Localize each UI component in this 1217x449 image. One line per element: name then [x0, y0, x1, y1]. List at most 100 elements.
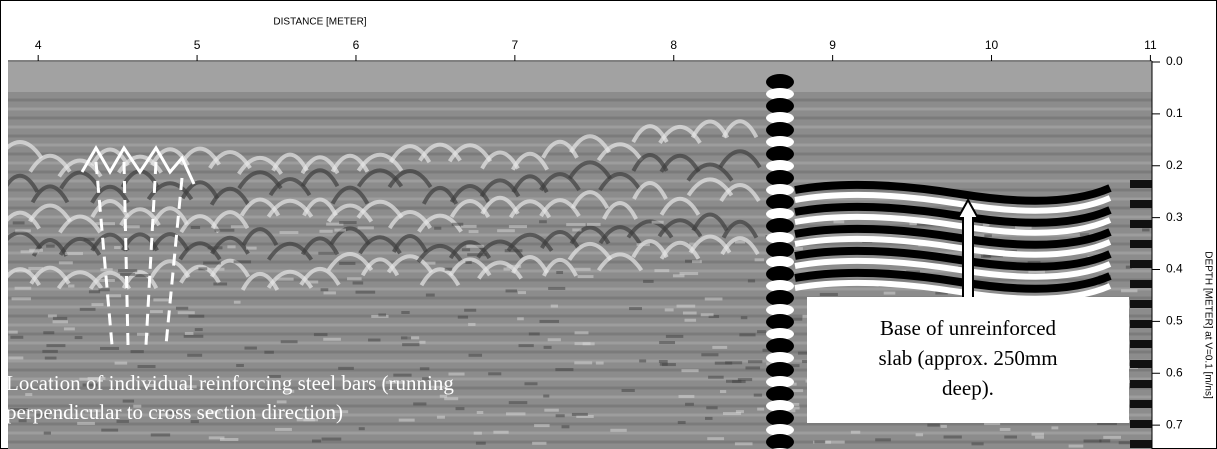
texture-speck — [574, 331, 589, 335]
texture-speck — [214, 228, 235, 232]
texture-speck — [175, 306, 189, 310]
texture-speck — [358, 427, 365, 431]
texture-speck — [1035, 435, 1044, 439]
y-tick-label: 0.3 — [1166, 210, 1183, 224]
texture-edge — [1130, 240, 1152, 248]
texture-arc — [8, 230, 43, 250]
y-tick-label: 0.7 — [1166, 417, 1183, 431]
texture-speck — [52, 316, 68, 320]
texture-speck — [233, 260, 252, 264]
texture-speck — [651, 220, 664, 224]
texture-speck — [517, 317, 524, 321]
texture-speck — [574, 267, 591, 271]
texture-speck — [468, 322, 476, 326]
texture-speck — [684, 318, 697, 322]
texture-speck — [1068, 444, 1084, 448]
texture-arc — [449, 184, 491, 204]
texture-speck — [10, 335, 24, 339]
texture-arc — [300, 168, 340, 188]
texture-speck — [643, 279, 654, 283]
texture-arc — [271, 152, 309, 172]
texture-arc — [721, 219, 759, 239]
texture-speck — [740, 316, 748, 320]
texture-speck — [205, 267, 225, 271]
texture-reflector — [766, 194, 794, 210]
x-tick-label: 6 — [353, 38, 360, 52]
texture-speck — [334, 228, 346, 232]
texture-speck — [561, 425, 570, 429]
texture-speck — [467, 253, 487, 257]
texture-slab — [794, 213, 1112, 236]
texture-speck — [194, 328, 203, 332]
texture-speck — [190, 226, 201, 230]
texture-speck — [332, 410, 349, 414]
texture-speck — [114, 361, 128, 365]
texture-speck — [303, 418, 319, 422]
texture-speck — [42, 349, 58, 353]
texture-arc — [626, 219, 674, 239]
texture-arc — [567, 242, 613, 261]
texture-arc — [299, 266, 341, 286]
texture-speck — [915, 433, 924, 437]
texture-reflector — [766, 184, 794, 196]
texture-speck — [745, 366, 761, 370]
texture-arc — [329, 226, 371, 246]
texture-speck — [114, 246, 121, 250]
texture-speck — [610, 428, 627, 432]
texture-speck — [136, 332, 150, 336]
texture-speck — [595, 361, 604, 365]
texture-edge — [1130, 220, 1152, 228]
texture-speck — [677, 420, 686, 424]
texture-speck — [1121, 289, 1138, 293]
texture-speck — [576, 415, 594, 419]
texture-arc — [356, 152, 404, 172]
annotation-text: Base of unreinforced — [880, 316, 1057, 340]
texture-speck — [548, 286, 566, 290]
texture-speck — [497, 229, 515, 233]
texture-speck — [883, 291, 896, 295]
y-tick-label: 0.5 — [1166, 314, 1183, 328]
texture-arc — [540, 230, 580, 250]
texture-speck — [506, 264, 522, 268]
texture-reflector — [766, 304, 794, 316]
texture-speck — [785, 409, 796, 413]
texture-speck — [725, 361, 743, 365]
texture-speck — [407, 336, 420, 340]
texture-speck — [658, 360, 668, 364]
texture-speck — [672, 274, 685, 278]
x-tick-label: 7 — [512, 38, 519, 52]
texture-speck — [79, 307, 96, 311]
texture-speck — [74, 336, 83, 340]
annotation-text: Location of individual reinforcing steel… — [6, 371, 454, 395]
texture-speck — [518, 344, 534, 348]
texture-speck — [814, 440, 826, 444]
texture-arc — [28, 203, 72, 223]
texture-arc — [179, 214, 221, 234]
texture-speck — [207, 246, 223, 250]
texture-arc — [418, 142, 462, 162]
texture-speck — [788, 247, 803, 251]
texture-arc — [268, 177, 312, 197]
texture-reflector — [766, 362, 794, 378]
texture-speck — [347, 277, 362, 281]
texture-speck — [739, 333, 756, 337]
texture-edge — [1130, 180, 1152, 188]
texture-arc — [632, 181, 668, 200]
texture-speck — [63, 327, 75, 331]
texture-speck — [401, 310, 410, 314]
texture-arc — [718, 149, 762, 169]
texture-speck — [1031, 432, 1045, 436]
x-tick-label: 11 — [1144, 38, 1157, 52]
texture-speck — [850, 430, 861, 434]
texture-speck — [659, 362, 668, 366]
texture-speck — [572, 228, 582, 232]
y-tick-label: 0.6 — [1166, 365, 1183, 379]
texture-speck — [159, 413, 178, 417]
texture-speck — [543, 394, 550, 398]
texture-speck — [208, 436, 225, 440]
texture-arc — [476, 239, 524, 259]
overlay: Location of individual reinforcing steel… — [6, 145, 1129, 424]
texture-reflector — [766, 352, 794, 364]
texture-speck — [943, 435, 962, 439]
texture-speck — [1098, 282, 1108, 286]
